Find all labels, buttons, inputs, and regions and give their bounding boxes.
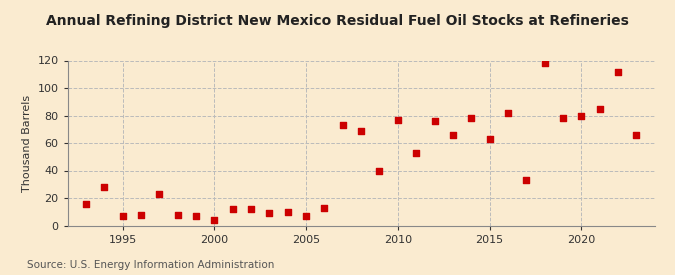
Point	[448, 133, 458, 137]
Point	[319, 205, 330, 210]
Point	[136, 212, 146, 217]
Point	[300, 214, 311, 218]
Point	[264, 211, 275, 215]
Point	[576, 113, 587, 118]
Point	[99, 185, 109, 189]
Point	[502, 111, 513, 115]
Point	[429, 119, 440, 123]
Text: Source: U.S. Energy Information Administration: Source: U.S. Energy Information Administ…	[27, 260, 274, 270]
Point	[282, 210, 293, 214]
Point	[154, 192, 165, 196]
Point	[631, 133, 642, 137]
Point	[466, 116, 477, 120]
Point	[227, 207, 238, 211]
Point	[594, 106, 605, 111]
Point	[190, 214, 201, 218]
Point	[484, 137, 495, 141]
Point	[613, 69, 624, 74]
Point	[356, 128, 367, 133]
Point	[411, 150, 422, 155]
Y-axis label: Thousand Barrels: Thousand Barrels	[22, 94, 32, 192]
Text: Annual Refining District New Mexico Residual Fuel Oil Stocks at Refineries: Annual Refining District New Mexico Resi…	[46, 14, 629, 28]
Point	[80, 201, 91, 206]
Point	[209, 218, 220, 222]
Point	[338, 123, 348, 127]
Point	[558, 116, 568, 120]
Point	[374, 168, 385, 173]
Point	[392, 117, 403, 122]
Point	[246, 207, 256, 211]
Point	[539, 61, 550, 65]
Point	[172, 212, 183, 217]
Point	[117, 214, 128, 218]
Point	[521, 178, 532, 182]
